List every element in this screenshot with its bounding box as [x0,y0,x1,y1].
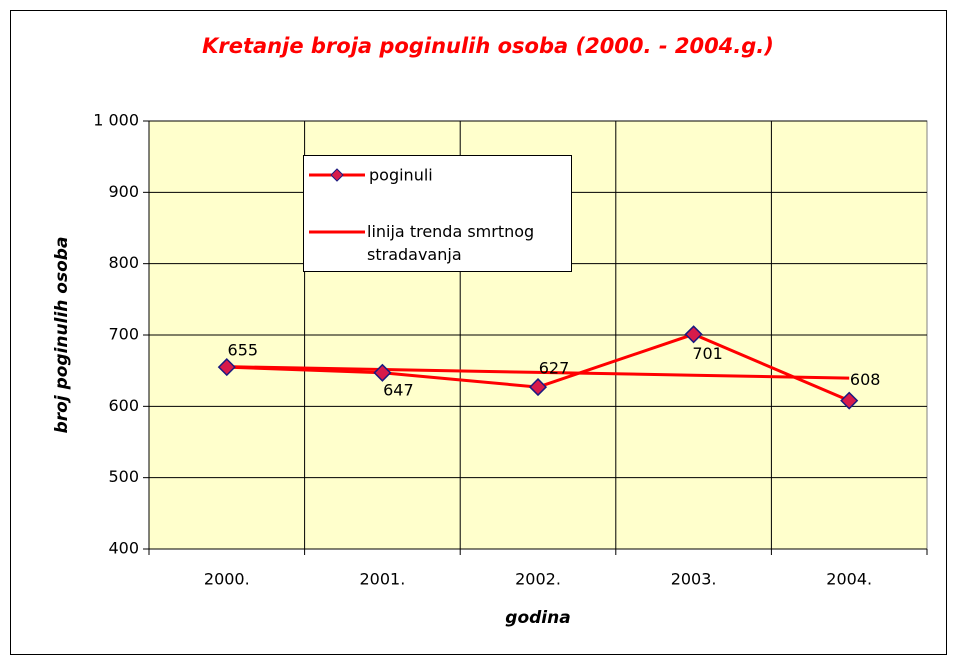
marker [217,358,236,377]
legend: poginuli linija trenda smrtnog stradavanj… [303,155,572,272]
y-tick-label: 900 [108,182,139,201]
y-tick-label: 400 [108,539,139,558]
x-axis-title: godina [505,608,570,628]
y-tick-label: 500 [108,467,139,486]
y-tick-label: 800 [108,253,139,272]
x-tick-label: 2001. [359,570,405,589]
y-tick-label: 600 [108,396,139,415]
data-label: 608 [850,370,881,389]
chart-title: Kretanje broja poginulih osoba (2000. - … [202,34,774,58]
y-tick-label: 700 [108,325,139,344]
marker [684,325,703,344]
legend-label: poginuli [369,166,433,185]
legend-label-box: linija trenda smrtnog stradavanja [367,222,535,264]
marker [373,363,392,382]
marker [840,391,859,410]
marker [528,378,548,397]
data-label: 655 [228,341,259,360]
data-label: 701 [692,344,723,363]
y-axis-title: broj poginulih osoba [52,237,72,434]
x-tick-label: 2000. [204,570,250,589]
legend-marker [330,168,344,182]
legend-label: linija trenda smrtnog stradavanja [367,222,535,264]
trend-line [226,365,850,380]
data-label: 647 [383,380,414,399]
x-tick-label: 2003. [671,570,717,589]
data-label: 627 [539,359,570,378]
x-tick-label: 2002. [515,570,561,589]
y-tick-label: 1 000 [93,111,139,130]
x-tick-label: 2004. [826,570,872,589]
